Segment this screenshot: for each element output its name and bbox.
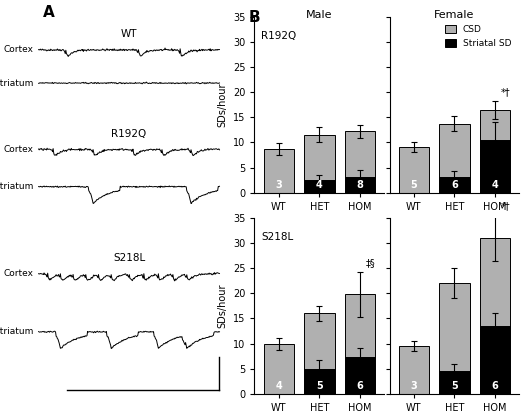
Text: 5: 5 — [411, 180, 417, 190]
Text: Cortex: Cortex — [4, 145, 34, 154]
Text: WT: WT — [121, 29, 137, 39]
Text: Striatum: Striatum — [0, 182, 34, 191]
Text: Striatum: Striatum — [0, 327, 34, 336]
Text: 6: 6 — [357, 381, 363, 391]
Text: Male: Male — [306, 10, 333, 21]
Bar — [399, 147, 429, 193]
Text: 6: 6 — [492, 381, 498, 391]
Text: S218L: S218L — [261, 232, 293, 242]
Bar — [344, 132, 375, 193]
Bar — [263, 149, 294, 193]
Text: R192Q: R192Q — [111, 129, 147, 139]
Text: 4: 4 — [276, 381, 282, 391]
Bar — [304, 135, 334, 193]
Y-axis label: SDs/hour: SDs/hour — [217, 83, 227, 127]
Bar — [439, 371, 470, 394]
Bar — [439, 124, 470, 193]
Text: *†: *† — [501, 87, 511, 97]
Text: 4: 4 — [492, 180, 498, 190]
Bar — [304, 180, 334, 193]
Bar — [439, 283, 470, 394]
Text: Striatum: Striatum — [0, 78, 34, 88]
Bar — [399, 346, 429, 394]
Text: 3: 3 — [276, 180, 282, 190]
Text: 3: 3 — [411, 381, 417, 391]
Bar — [480, 140, 510, 193]
Text: S218L: S218L — [113, 253, 145, 263]
Bar — [480, 326, 510, 394]
Text: Cortex: Cortex — [4, 45, 34, 54]
Bar — [344, 294, 375, 394]
Text: Cortex: Cortex — [4, 269, 34, 278]
Bar — [344, 177, 375, 193]
Text: A: A — [43, 5, 55, 20]
Text: ‡§: ‡§ — [366, 258, 376, 268]
Bar — [480, 110, 510, 193]
Text: 6: 6 — [451, 180, 458, 190]
Bar — [304, 369, 334, 394]
Text: R192Q: R192Q — [261, 31, 296, 41]
Legend: CSD, Striatal SD: CSD, Striatal SD — [441, 21, 515, 51]
Y-axis label: SDs/hour: SDs/hour — [217, 284, 227, 328]
Bar — [344, 357, 375, 394]
Text: 5: 5 — [316, 381, 323, 391]
Text: 5: 5 — [451, 381, 458, 391]
Text: B: B — [249, 10, 261, 26]
Text: 4: 4 — [316, 180, 323, 190]
Bar — [439, 177, 470, 193]
Bar — [304, 313, 334, 394]
Bar — [263, 344, 294, 394]
Text: 8: 8 — [357, 180, 364, 190]
Bar — [480, 238, 510, 394]
Text: Female: Female — [434, 10, 475, 21]
Text: *†: *† — [501, 202, 511, 211]
